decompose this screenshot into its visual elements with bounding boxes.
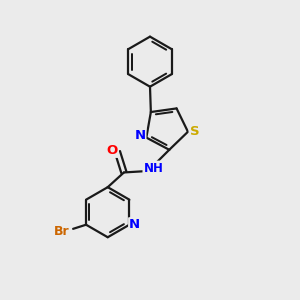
Text: NH: NH bbox=[143, 161, 163, 175]
Text: S: S bbox=[190, 125, 199, 138]
Text: N: N bbox=[129, 218, 140, 231]
Text: N: N bbox=[134, 129, 146, 142]
Text: O: O bbox=[106, 144, 118, 157]
Text: Br: Br bbox=[53, 225, 69, 238]
